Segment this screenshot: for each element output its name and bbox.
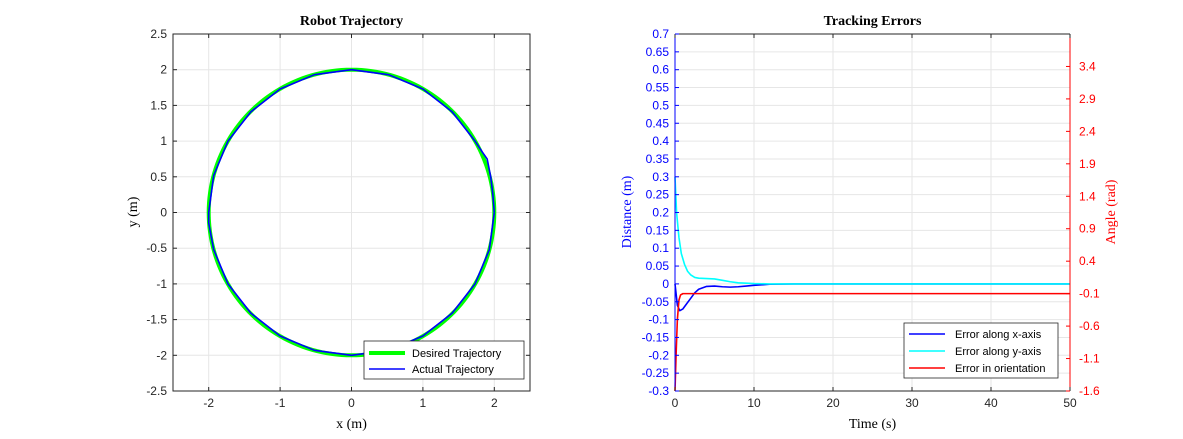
plot2-right-y-tick-label: 1.9 [1079,157,1096,171]
plot1-y-tick-label: -1.5 [146,313,167,327]
plot1-ticks: -2 -1 0 1 2 -2.5 -2 -1.5 -1 -0.5 0 0.5 1 1.5 2 2.5 [146,27,530,410]
plot2-right-y-tick-label: 0.9 [1079,222,1096,236]
plot1-y-tick-label: 2 [160,63,167,77]
plot2-left-y-tick-label: -0.2 [648,348,669,362]
plot2-x-tick-label: 50 [1063,396,1077,410]
plot2-right-y-tick-label: 0.4 [1079,254,1096,268]
plot2-right-y-tick-label: -0.1 [1079,287,1100,301]
plot2-left-y-tick-label: 0.25 [646,188,670,202]
legend-label-actual: Actual Trajectory [412,364,494,376]
plot1-x-tick-label: -2 [203,396,214,410]
plot2-left-y-tick-label: 0.3 [652,170,669,184]
legend-label-y-error: Error along y-axis [955,346,1042,358]
plot1-y-tick-label: 0.5 [150,170,167,184]
plot1-y-tick-label: 2.5 [150,27,167,41]
robot-trajectory-plot: -2 -1 0 1 2 -2.5 -2 -1.5 -1 -0.5 0 0.5 1 1.5 2 2.5 Robo… [126,14,531,432]
plot2-x-tick-label: 10 [747,396,761,410]
plot1-x-tick-label: 0 [348,396,355,410]
plot2-legend: Error along x-axis Error along y-axis Er… [903,322,1059,379]
plot2-left-y-axis-label: Distance (m) [620,175,635,248]
series-orientation-error [674,292,1070,392]
plot2-left-y-tick-label: -0.1 [648,313,669,327]
plot1-y-tick-label: -2 [156,348,167,362]
plot1-y-tick-label: -1 [156,277,167,291]
plot1-y-tick-label: -0.5 [146,241,167,255]
plot2-left-y-tick-label: -0.05 [642,295,670,309]
legend-label-desired: Desired Trajectory [412,348,502,360]
plot2-x-tick-label: 40 [984,396,998,410]
plot1-x-tick-label: 1 [420,396,427,410]
plot2-right-y-axis-label: Angle (rad) [1104,179,1119,244]
plot2-x-tick-label: 30 [905,396,919,410]
plot1-y-tick-label: 1.5 [150,98,167,112]
plot2-right-y-tick-label: 2.9 [1079,92,1096,106]
plot2-left-y-tick-label: -0.3 [648,384,669,398]
plot1-y-tick-label: 0 [160,206,167,220]
plot2-left-y-tick-label: 0 [662,277,669,291]
series-y-error [674,176,1070,285]
plot1-title: Robot Trajectory [300,14,403,29]
plot2-x-tick-label: 20 [826,396,840,410]
plot1-y-axis-label: y (m) [126,196,141,227]
plot2-left-y-tick-label: 0.45 [646,116,670,130]
plot2-left-y-tick-label: 0.2 [652,206,669,220]
plot2-ticks: 0 10 20 30 40 50 -0.3 -0.25 -0.2 -0.15 -0.1 -0.05 0 0… [642,27,1100,410]
plot1-x-tick-label: -1 [275,396,286,410]
plot2-left-y-tick-label: 0.05 [646,259,670,273]
plot1-x-axis-label: x (m) [336,417,367,432]
plot2-right-y-tick-label: 1.4 [1079,189,1096,203]
plot2-title: Tracking Errors [824,14,922,29]
plot2-left-y-tick-label: 0.6 [652,63,669,77]
plot2-series [674,176,1070,392]
tracking-errors-plot: 0 10 20 30 40 50 -0.3 -0.25 -0.2 -0.15 -0.1 -0.05 0 0… [620,14,1119,432]
plot2-left-y-tick-label: 0.15 [646,223,670,237]
plot1-y-tick-label: -2.5 [146,384,167,398]
plot1-legend: Desired Trajectory Actual Trajectory [363,340,525,380]
plot2-left-y-tick-label: 0.7 [652,27,669,41]
plot2-x-axis-label: Time (s) [849,417,897,432]
plot2-left-y-tick-label: 0.1 [652,241,669,255]
plot2-left-y-tick-label: 0.35 [646,152,670,166]
plot2-left-y-tick-label: 0.65 [646,45,670,59]
plot2-left-y-tick-label: 0.5 [652,98,669,112]
legend-label-x-error: Error along x-axis [955,329,1042,341]
plot2-x-tick-label: 0 [672,396,679,410]
plot2-left-y-tick-label: 0.4 [652,134,669,148]
plot2-right-y-tick-label: -0.6 [1079,319,1100,333]
plot2-right-y-tick-label: 2.4 [1079,124,1096,138]
plot2-right-y-tick-label: -1.6 [1079,384,1100,398]
plot2-left-y-tick-label: -0.15 [642,330,670,344]
plot1-y-tick-label: 1 [160,134,167,148]
plot2-right-y-tick-label: -1.1 [1079,352,1100,366]
plot1-x-tick-label: 2 [491,396,498,410]
plot2-right-y-tick-label: 3.4 [1079,59,1096,73]
legend-label-orientation-error: Error in orientation [955,363,1046,375]
plot2-left-y-tick-label: -0.25 [642,366,670,380]
plot2-left-y-tick-label: 0.55 [646,81,670,95]
plot1-legend-box [363,340,525,380]
